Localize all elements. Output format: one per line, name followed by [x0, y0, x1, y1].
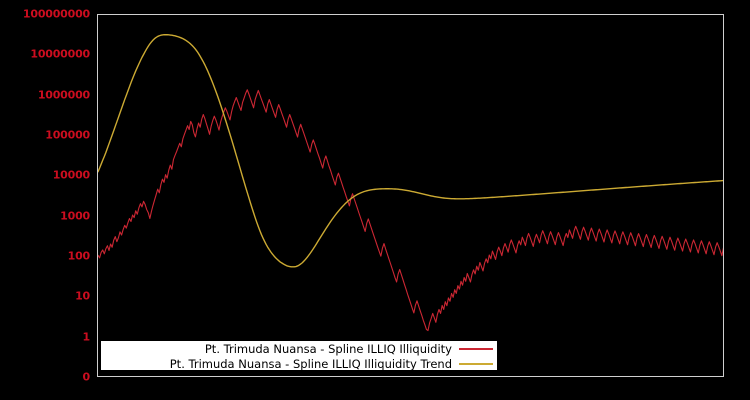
y-axis-tick-label: 0 — [82, 370, 91, 384]
y-axis-tick-label: 10 — [75, 289, 90, 303]
y-axis-tick-label: 100000 — [45, 128, 90, 142]
legend-line-sample-trend — [459, 363, 493, 365]
y-axis-tick-label: 1000000 — [37, 88, 90, 102]
y-axis-tick-label: 100000000 — [22, 7, 90, 21]
legend-line-sample-illiquidity — [459, 348, 493, 350]
legend-item: Pt. Trimuda Nuansa - Spline ILLIQ Illiqu… — [101, 342, 497, 356]
y-axis-tick-label: 10000 — [52, 168, 90, 182]
series-line-illiquidity — [98, 89, 723, 332]
series-line-trend — [98, 33, 723, 268]
y-axis-tick-label: 10000000 — [30, 47, 90, 61]
y-axis-tick-label: 100 — [67, 249, 91, 263]
series-group — [98, 33, 723, 332]
y-axis-tick-label: 1000 — [60, 209, 90, 223]
legend-item: Pt. Trimuda Nuansa - Spline ILLIQ Illiqu… — [101, 357, 497, 371]
legend-label: Pt. Trimuda Nuansa - Spline ILLIQ Illiqu… — [169, 357, 452, 371]
plot-area — [97, 14, 724, 377]
series-canvas — [98, 33, 723, 332]
legend-label: Pt. Trimuda Nuansa - Spline ILLIQ Illiqu… — [204, 342, 452, 356]
chart-legend: Pt. Trimuda Nuansa - Spline ILLIQ Illiqu… — [100, 340, 498, 371]
y-axis-tick-label: 1 — [82, 330, 91, 344]
